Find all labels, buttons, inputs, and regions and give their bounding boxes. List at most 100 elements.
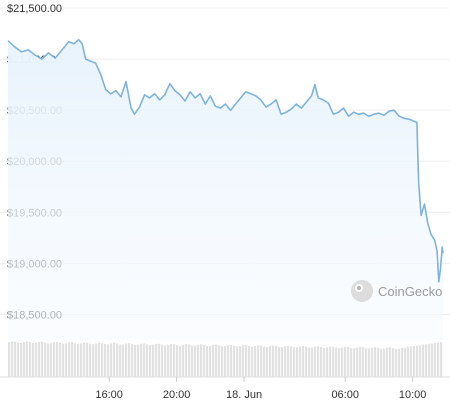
volume-bar — [413, 345, 416, 377]
volume-bar — [80, 343, 83, 377]
volume-bar — [113, 342, 116, 377]
volume-bar — [143, 343, 146, 377]
volume-bar — [371, 347, 374, 377]
price-area — [8, 39, 443, 340]
volume-bar — [338, 348, 341, 377]
volume-bar — [170, 343, 173, 377]
volume-bar — [398, 348, 401, 377]
volume-bar — [50, 343, 53, 377]
volume-bar — [20, 342, 23, 377]
volume-bar — [410, 346, 413, 377]
volume-bar — [407, 346, 410, 377]
volume-bar — [86, 342, 89, 377]
volume-bar — [320, 347, 323, 377]
volume-bar — [248, 346, 251, 377]
volume-bar — [239, 346, 242, 377]
volume-bar — [32, 343, 35, 377]
volume-bar — [308, 347, 311, 377]
volume-bar — [137, 344, 140, 377]
volume-bar — [206, 345, 209, 377]
volume-bar — [326, 347, 329, 377]
volume-bar — [158, 343, 161, 377]
x-tick-label: 16:00 — [95, 389, 123, 401]
volume-bar — [71, 342, 74, 377]
volume-bar — [173, 344, 176, 377]
volume-bar — [98, 342, 101, 377]
volume-bar — [278, 346, 281, 377]
volume-bar — [194, 345, 197, 377]
volume-bar — [434, 343, 437, 377]
x-tick-label: 10:00 — [399, 389, 427, 401]
volume-bar — [344, 346, 347, 377]
volume-bar — [212, 344, 215, 377]
volume-bar — [245, 345, 248, 377]
volume-bar — [428, 343, 431, 377]
volume-bar — [323, 347, 326, 377]
volume-bar — [374, 347, 377, 377]
volume-bar — [209, 345, 212, 377]
volume-bar — [53, 342, 56, 377]
volume-bar — [380, 348, 383, 377]
volume-bar — [221, 346, 224, 377]
volume-bar — [299, 346, 302, 377]
volume-bar — [182, 344, 185, 377]
volume-bar — [185, 344, 188, 377]
volume-bar — [359, 346, 362, 377]
volume-bar — [386, 347, 389, 377]
volume-bar — [17, 342, 20, 377]
volume-bar — [404, 347, 407, 377]
volume-bar — [146, 344, 149, 377]
volume-bars — [8, 341, 443, 377]
volume-bar — [353, 348, 356, 377]
volume-bar — [119, 344, 122, 377]
volume-bar — [176, 345, 179, 377]
x-tick-label: 06:00 — [331, 389, 359, 401]
volume-bar — [110, 343, 113, 377]
volume-bar — [341, 347, 344, 377]
volume-bar — [356, 347, 359, 377]
volume-bar — [329, 346, 332, 377]
volume-bar — [62, 343, 65, 377]
volume-bar — [233, 345, 236, 377]
volume-bar — [23, 342, 26, 377]
volume-bar — [95, 343, 98, 377]
volume-bar — [83, 342, 86, 377]
volume-bar — [284, 346, 287, 377]
volume-bar — [26, 341, 29, 377]
volume-bar — [122, 344, 125, 377]
volume-bar — [107, 344, 110, 377]
x-axis: 16:00 20:00 18. Jun 06:00 10:00 — [95, 377, 426, 401]
volume-bar — [11, 341, 14, 377]
volume-bar — [296, 347, 299, 377]
volume-bar — [131, 343, 134, 377]
volume-bar — [347, 346, 350, 377]
volume-bar — [218, 345, 221, 377]
x-tick-label: 18. Jun — [226, 389, 262, 401]
volume-bar — [263, 346, 266, 377]
volume-bar — [68, 342, 71, 377]
volume-bar — [401, 347, 404, 377]
watermark-text: CoinGecko — [378, 284, 442, 299]
volume-bar — [44, 342, 47, 377]
volume-bar — [332, 346, 335, 377]
volume-bar — [215, 344, 218, 377]
volume-bar — [377, 347, 380, 377]
volume-bar — [56, 342, 59, 377]
volume-bar — [260, 345, 263, 377]
volume-bar — [416, 345, 419, 377]
volume-bar — [161, 344, 164, 377]
volume-bar — [317, 346, 320, 377]
volume-bar — [431, 343, 434, 377]
volume-bar — [167, 344, 170, 377]
volume-bar — [254, 346, 257, 377]
volume-bar — [368, 348, 371, 377]
volume-bar — [266, 346, 269, 377]
volume-bar — [230, 344, 233, 377]
volume-bar — [89, 343, 92, 377]
volume-bar — [224, 345, 227, 377]
x-tick-label: 20:00 — [163, 389, 191, 401]
volume-bar — [41, 341, 44, 377]
volume-bar — [77, 343, 80, 377]
volume-bar — [440, 342, 443, 377]
